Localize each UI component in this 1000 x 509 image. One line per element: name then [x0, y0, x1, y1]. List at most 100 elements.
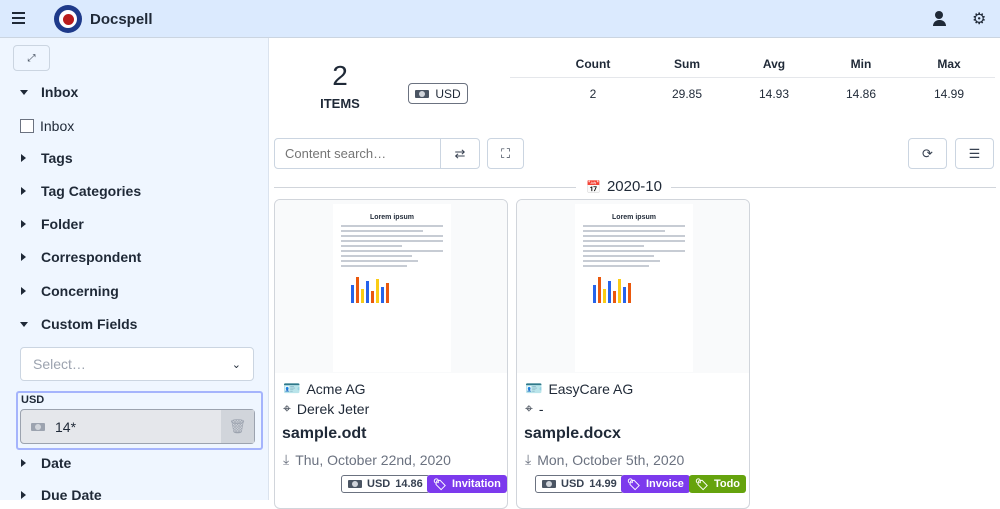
caret-right-icon: [21, 491, 26, 499]
stats-header: Max: [937, 57, 961, 71]
item-count: 2: [332, 60, 348, 91]
group-label: 2020-10: [606, 178, 662, 195]
divider-line: [671, 187, 996, 188]
tag-badge[interactable]: 🏷 Invitation: [427, 475, 507, 493]
inbox-checkbox[interactable]: Inbox: [20, 118, 74, 134]
section-label: Date: [41, 455, 72, 471]
section-label: Inbox: [41, 84, 79, 100]
concerning-name: Derek Jeter: [296, 400, 370, 417]
expand-arrows-icon: ⤢: [27, 52, 36, 64]
tag-label: Invitation: [451, 478, 501, 490]
custom-field-select[interactable]: Select… ⌄: [20, 347, 254, 381]
concerning: ⌖ -: [525, 400, 544, 417]
content-search-input[interactable]: [274, 138, 441, 169]
stats-divider: [510, 77, 995, 78]
select-placeholder: Select…: [33, 356, 86, 372]
custom-field-usd: USD 14* 🗑: [16, 391, 263, 450]
chevron-down-icon: ⌄: [231, 358, 241, 371]
custom-field-label: USD: [21, 394, 45, 406]
currency-badge: USD: [408, 83, 468, 104]
tag-badge[interactable]: 🏷 Invoice: [621, 475, 690, 493]
money-icon: [31, 422, 45, 431]
sidebar: ⤢ Inbox Inbox Tags Tag Categories Folder…: [0, 38, 269, 503]
user-icon[interactable]: [932, 11, 946, 27]
address-card-icon: 🪪: [283, 380, 301, 396]
arrow-down-icon: ⤓: [283, 451, 290, 467]
caret-right-icon: [21, 220, 26, 228]
refresh-button[interactable]: ⟳: [908, 138, 947, 169]
money-badge: USD 14.99: [535, 475, 624, 493]
crosshairs-icon: ⌖: [525, 400, 533, 416]
section-label: Due Date: [41, 487, 102, 503]
section-correspondent[interactable]: Correspondent: [20, 249, 141, 265]
section-tag-categories[interactable]: Tag Categories: [20, 183, 141, 199]
caret-right-icon: [21, 187, 26, 195]
divider-line: [274, 187, 576, 188]
item-name[interactable]: sample.docx: [524, 425, 621, 442]
stats-header: Avg: [762, 57, 786, 71]
settings-gears-icon[interactable]: ⚙: [972, 11, 987, 28]
item-card[interactable]: Lorem ipsum 🪪 EasyCare AG ⌖ - sample.docx …: [516, 199, 750, 509]
caret-right-icon: [21, 459, 26, 467]
fullscreen-button[interactable]: ⛶: [487, 138, 524, 169]
refresh-icon: ⟳: [922, 145, 933, 161]
trash-icon[interactable]: 🗑: [221, 410, 254, 443]
caret-right-icon: [21, 154, 26, 162]
item-card[interactable]: Lorem ipsum 🪪 Acme AG ⌖ Derek Jeter sample…: [274, 199, 508, 509]
app-title: Docspell: [90, 11, 153, 28]
items-label: ITEMS: [320, 96, 360, 111]
tag-label: Invoice: [645, 478, 684, 490]
caret-right-icon: [21, 253, 26, 261]
address-card-icon: 🪪: [525, 380, 543, 396]
tag-label: Todo: [713, 478, 741, 490]
section-concerning[interactable]: Concerning: [20, 283, 119, 299]
item-date: ⤓ Mon, October 5th, 2020: [525, 451, 684, 468]
document-preview: Lorem ipsum: [517, 200, 749, 373]
custom-field-input[interactable]: 14* 🗑: [20, 409, 255, 444]
hamburger-menu-icon[interactable]: [12, 12, 25, 24]
section-custom-fields[interactable]: Custom Fields: [20, 316, 137, 332]
section-due-date[interactable]: Due Date: [20, 487, 102, 503]
expand-toggle-button[interactable]: ⤢: [13, 45, 50, 71]
expand-icon: ⛶: [500, 145, 511, 161]
date-text: Mon, October 5th, 2020: [537, 451, 685, 468]
correspondent-name: Acme AG: [306, 380, 366, 397]
money-icon: [542, 480, 556, 488]
stats-value: 29.85: [671, 87, 703, 101]
section-label: Correspondent: [41, 249, 142, 265]
money-badge: USD 14.86: [341, 475, 430, 493]
section-tags[interactable]: Tags: [20, 150, 73, 166]
month-group-header: 📅 2020-10: [572, 178, 676, 195]
amount: 14.86: [395, 478, 423, 490]
caret-right-icon: [21, 287, 26, 295]
search-mode-toggle-button[interactable]: ⇄: [440, 138, 480, 169]
correspondent-name: EasyCare AG: [548, 380, 634, 397]
tag-badge[interactable]: 🏷 Todo: [689, 475, 747, 493]
section-label: Folder: [41, 216, 84, 232]
stats-value: 14.86: [845, 87, 877, 101]
correspondent: 🪪 Acme AG: [283, 380, 366, 397]
section-inbox[interactable]: Inbox: [20, 84, 78, 100]
section-date[interactable]: Date: [20, 455, 71, 471]
date-text: Thu, October 22nd, 2020: [295, 451, 451, 468]
crosshairs-icon: ⌖: [283, 400, 291, 416]
arrow-down-icon: ⤓: [525, 451, 532, 467]
preview-title: Lorem ipsum: [612, 214, 656, 221]
stats-header: Count: [575, 57, 611, 71]
select-mode-button[interactable]: ☰: [955, 138, 994, 169]
correspondent: 🪪 EasyCare AG: [525, 380, 633, 397]
stats-header: Min: [850, 57, 872, 71]
tag-icon: 🏷: [627, 478, 641, 491]
concerning: ⌖ Derek Jeter: [283, 400, 369, 417]
caret-down-icon: [20, 321, 28, 327]
calendar-icon: 📅: [585, 179, 601, 194]
input-value: 14*: [55, 418, 77, 435]
document-preview: Lorem ipsum: [275, 200, 507, 373]
money-icon: [415, 89, 430, 98]
money-icon: [348, 480, 362, 488]
item-name[interactable]: sample.odt: [282, 425, 367, 442]
section-folder[interactable]: Folder: [20, 216, 84, 232]
tag-icon: 🏷: [695, 478, 709, 491]
checkbox-box[interactable]: [20, 119, 34, 133]
currency-label: USD: [435, 86, 461, 101]
